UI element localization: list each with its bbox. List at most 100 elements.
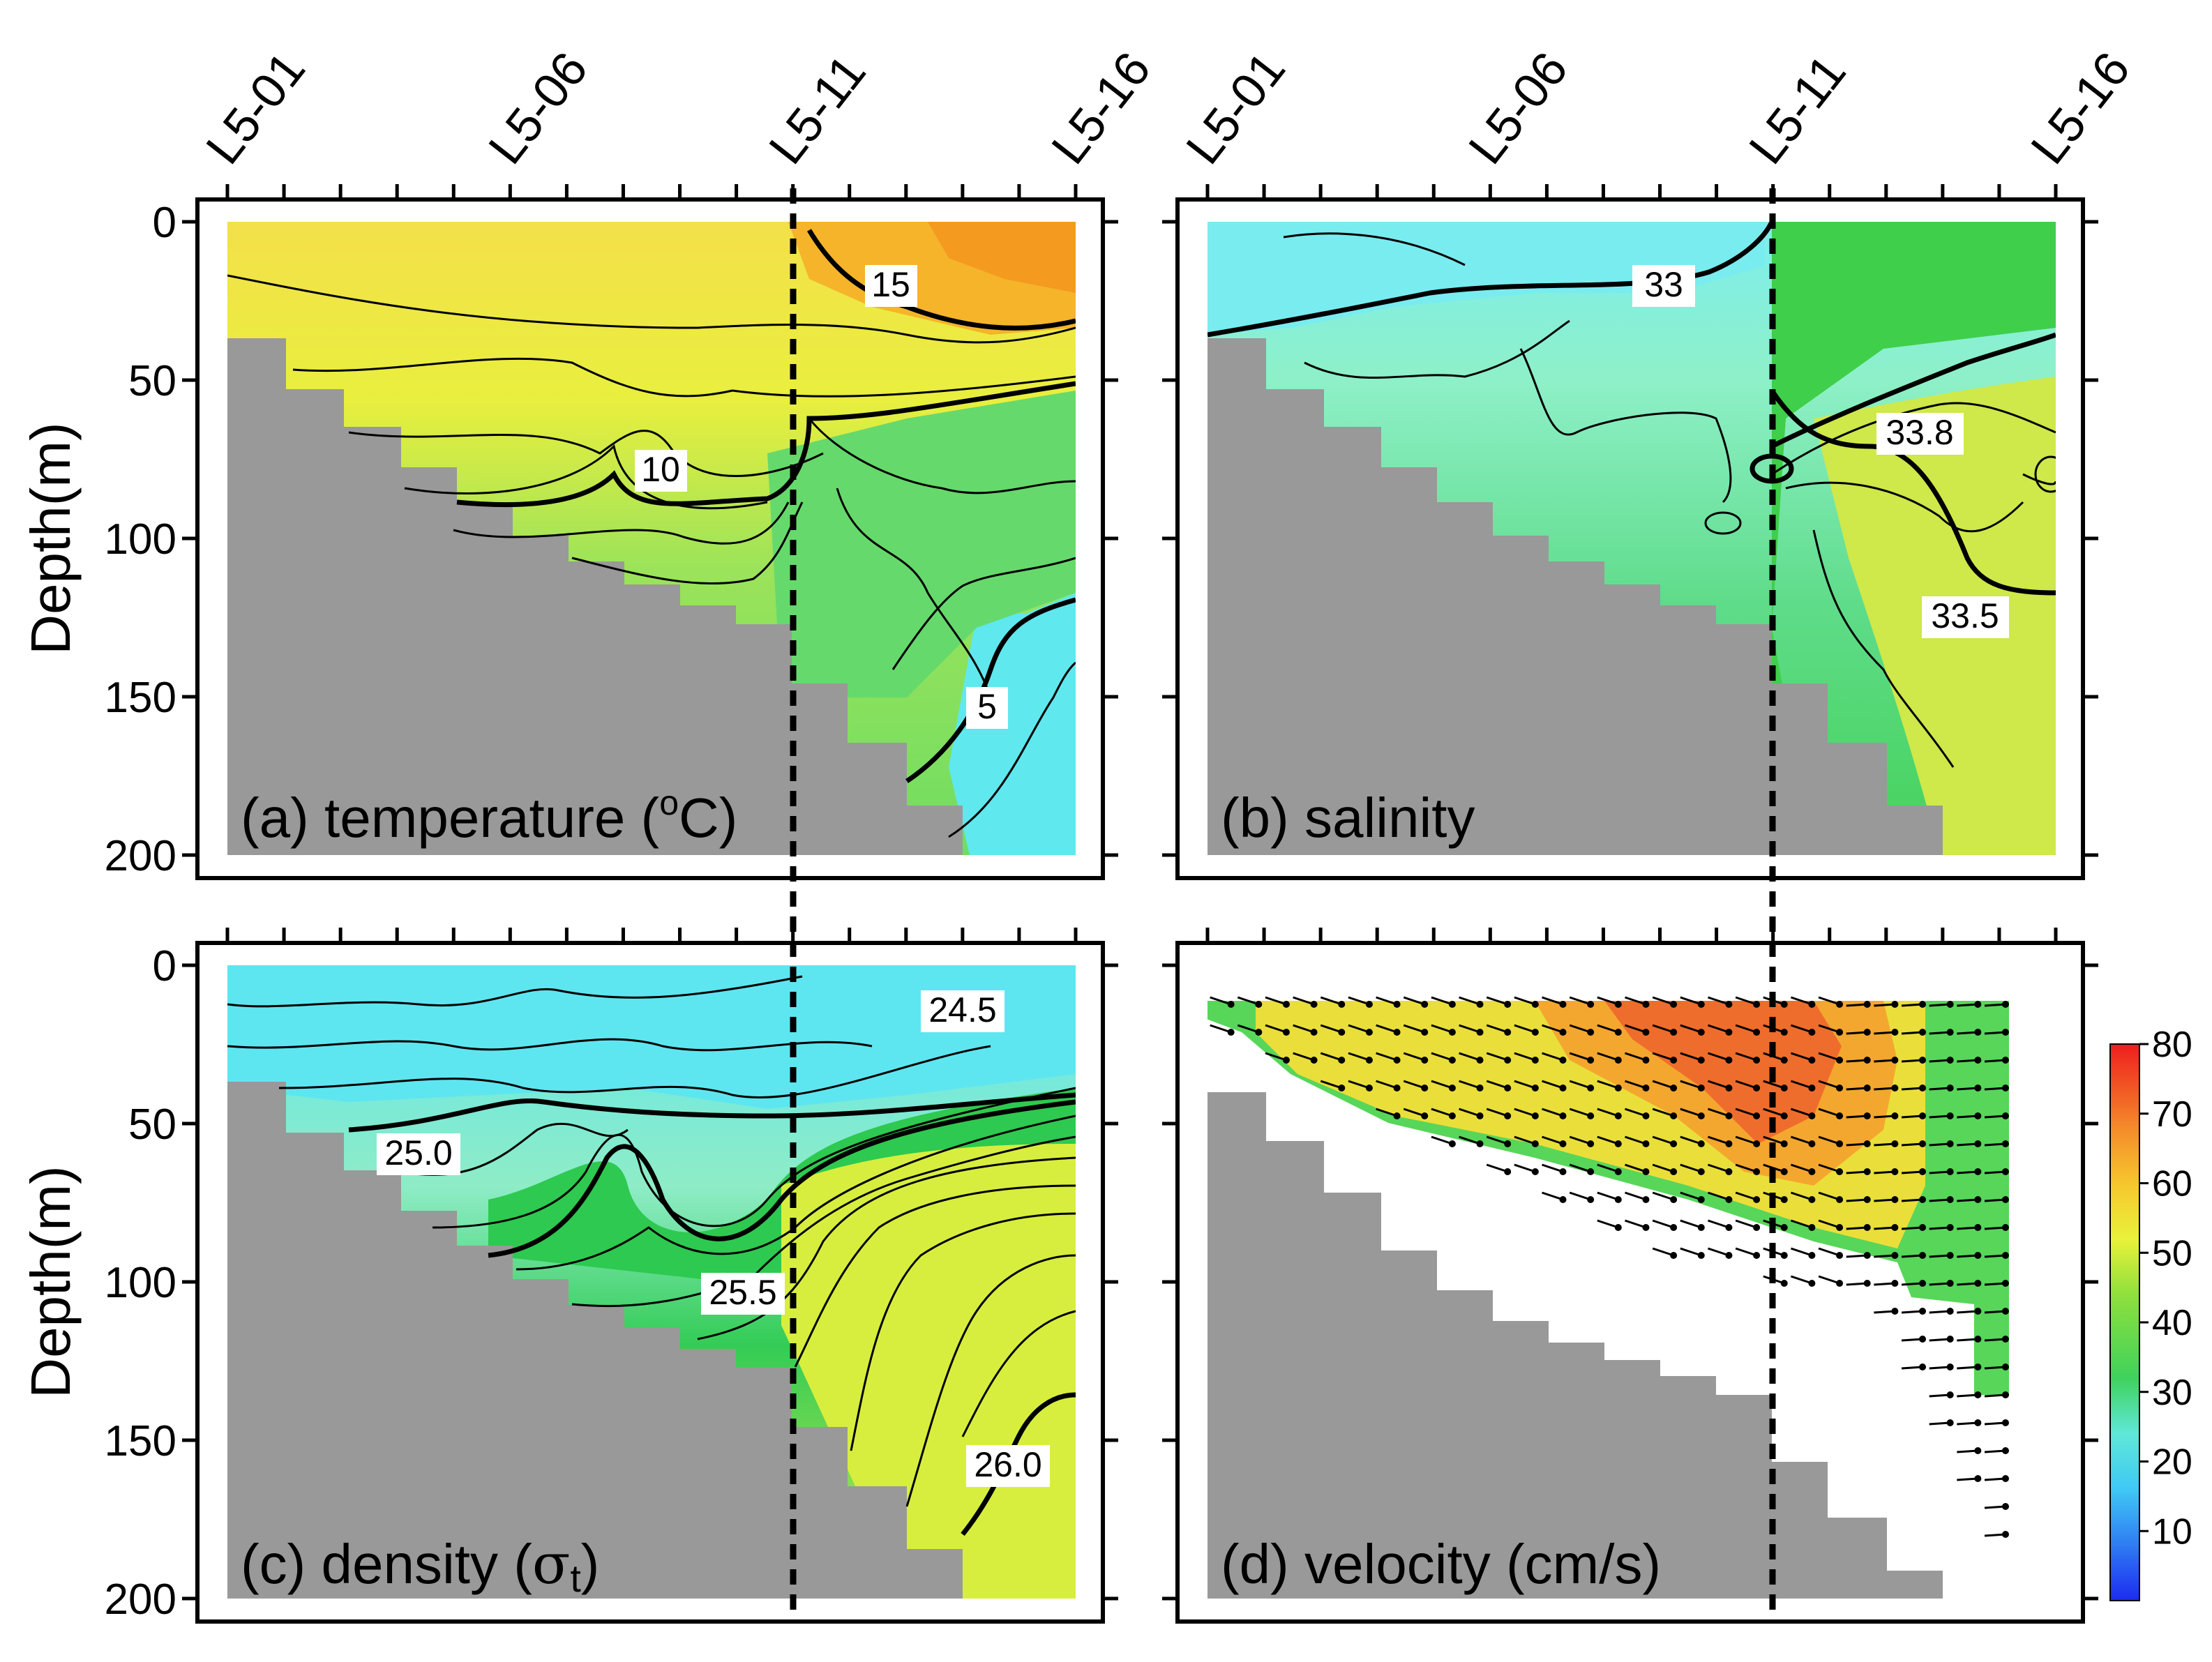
vector-arrow <box>1984 1142 2006 1147</box>
vector-arrow <box>1874 1170 1895 1174</box>
vector-arrow <box>1403 1052 1425 1062</box>
vector-arrow <box>1874 1198 1895 1202</box>
contour-label-33: 33 <box>1644 265 1683 304</box>
vector-arrow <box>1431 1052 1453 1062</box>
vector-arrow <box>1818 1135 1840 1145</box>
colorbar-label: 60 <box>2152 1164 2192 1204</box>
vector-arrow <box>1818 1108 1840 1117</box>
vector-arrow <box>1486 1052 1508 1062</box>
depth-tick-label: 100 <box>105 515 176 564</box>
vector-arrow <box>1957 1142 1978 1147</box>
vector-arrow <box>1514 1080 1536 1089</box>
contour-labels-c: 24.5 25.0 25.5 26.0 <box>377 990 1050 1487</box>
vector-arrow <box>1542 1052 1563 1062</box>
vector-arrow <box>1376 1108 1398 1117</box>
vector-arrow <box>1403 1024 1425 1034</box>
vector-arrow <box>1707 1108 1729 1117</box>
vector-arrow <box>1874 1254 1895 1258</box>
panel-a-title: (a) temperature (oC) <box>241 783 737 849</box>
vector-arrow <box>1929 1003 1950 1007</box>
vector-arrow <box>1320 1052 1342 1062</box>
vector-arrow <box>1376 1024 1398 1034</box>
vector-arrow <box>1597 996 1619 1006</box>
vector-arrow <box>1486 1024 1508 1034</box>
depth-tick-label: 200 <box>105 832 176 880</box>
vector-arrow <box>1431 1024 1453 1034</box>
vector-arrow <box>1790 1080 1812 1089</box>
vector-arrow <box>1459 1108 1481 1117</box>
depth-tick-label: 0 <box>153 942 176 990</box>
vector-arrow <box>1569 1108 1591 1117</box>
vector-arrow <box>1403 1108 1425 1117</box>
vector-arrow <box>1431 1108 1453 1117</box>
depth-tick-label: 50 <box>128 357 176 405</box>
vector-arrow <box>1320 1024 1342 1034</box>
vector-arrow <box>1984 1310 2006 1314</box>
vector-arrow <box>1625 1052 1646 1062</box>
panel-velocity <box>1182 965 2056 1599</box>
station-label-l5-16: L5-16 <box>1041 42 1161 174</box>
vector-arrow <box>1846 1087 1867 1091</box>
vector-arrow <box>1735 1052 1757 1062</box>
vector-arrow <box>1929 1338 1950 1342</box>
vector-arrow <box>1486 1163 1508 1173</box>
vector-arrow <box>1790 1135 1812 1145</box>
vector-arrow <box>1652 1191 1674 1201</box>
vector-arrow <box>1486 1108 1508 1117</box>
vector-arrow <box>1929 1170 1950 1174</box>
vector-arrow <box>1957 1087 1978 1091</box>
vector-arrow <box>1182 997 1203 1004</box>
vector-arrow <box>1929 1366 1950 1370</box>
vector-arrow <box>1348 996 1370 1006</box>
vector-arrow <box>1874 1059 1895 1063</box>
vector-arrow <box>1597 1191 1619 1201</box>
vector-arrow <box>1874 1226 1895 1230</box>
vector-arrow <box>1652 996 1674 1006</box>
vector-arrow <box>1957 1198 1978 1202</box>
vector-arrow <box>1680 1163 1702 1173</box>
vector-arrow <box>1818 1191 1840 1201</box>
vector-arrow <box>1542 1135 1563 1145</box>
vector-arrow <box>1625 996 1646 1006</box>
vector-arrow <box>1763 1108 1785 1117</box>
vector-arrow <box>1984 1338 2006 1342</box>
vector-arrow <box>1846 1170 1867 1174</box>
vector-arrow <box>1486 996 1508 1006</box>
station-label-l5-16-b: L5-16 <box>2020 42 2140 174</box>
vector-arrow <box>1707 1191 1729 1201</box>
vector-arrow <box>1597 1219 1619 1229</box>
vector-arrow <box>1486 1135 1508 1145</box>
cold-deep-region <box>949 593 1076 855</box>
vector-arrow <box>1514 1108 1536 1117</box>
vector-arrow <box>1735 1247 1757 1257</box>
vector-arrow <box>1597 1163 1619 1173</box>
vector-arrow <box>1818 1247 1840 1257</box>
vector-arrow <box>1984 1366 2006 1370</box>
vector-arrow <box>1348 1080 1370 1089</box>
vector-arrow <box>1652 1080 1674 1089</box>
fresh-surface-region <box>1207 222 1765 335</box>
vector-arrow <box>1874 1282 1895 1286</box>
vector-arrow <box>1790 1219 1812 1229</box>
mid-green-region <box>767 391 1076 697</box>
vector-arrow <box>1790 1191 1812 1201</box>
vector-arrow <box>1431 1135 1453 1145</box>
vector-arrow <box>1984 1031 2006 1035</box>
vector-arrow <box>1790 1024 1812 1034</box>
vector-arrow <box>1431 1080 1453 1089</box>
station-label-l5-01: L5-01 <box>195 42 315 174</box>
vector-arrow <box>1957 1254 1978 1258</box>
contour-label-33-8: 33.8 <box>1886 413 1953 452</box>
vector-arrow <box>1957 1449 1978 1453</box>
vector-arrow <box>1735 996 1757 1006</box>
vector-arrow <box>1652 1135 1674 1145</box>
vector-arrow <box>1542 1191 1563 1201</box>
vector-arrow <box>1569 1191 1591 1201</box>
velocity-field-high <box>1604 1001 1842 1144</box>
vector-arrow <box>1957 1338 1978 1342</box>
y-axis-label-bottom: Depth(m) <box>20 1165 82 1398</box>
vector-arrow <box>1348 1024 1370 1034</box>
vector-arrow <box>1680 1219 1702 1229</box>
y-axis-label-top: Depth(m) <box>20 422 82 654</box>
panel-salinity <box>1207 222 2056 855</box>
